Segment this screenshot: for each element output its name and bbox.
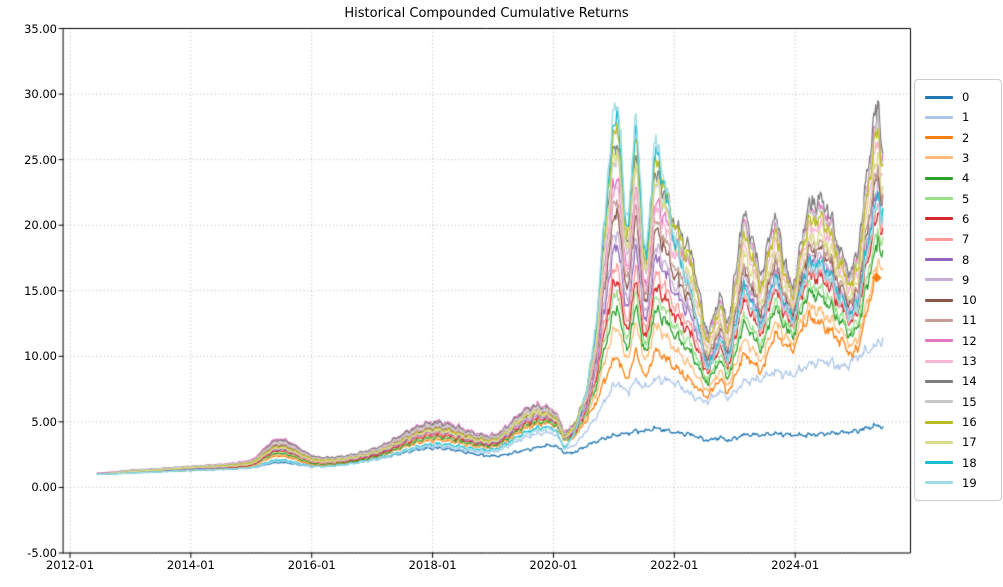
legend-label: 0 [962,90,970,104]
legend-label: 16 [962,415,977,429]
legend-item: 18 [925,453,993,473]
legend-label: 19 [962,475,977,490]
legend-item: 5 [925,189,993,209]
legend-label: 7 [962,232,970,247]
legend-line-sample [925,115,953,119]
legend: 0 1 2 3 4 5 6 7 8 9 10 11 12 13 14 15 16 17 18 19 [914,79,1002,501]
x-tick-label: 2020-01 [529,558,578,572]
legend-line-sample [925,298,953,302]
legend-line-sample [925,318,953,322]
legend-line-sample [925,481,953,485]
legend-item: 14 [925,371,993,391]
y-tick-label: 15.00 [24,283,57,298]
y-tick-label: 25.00 [24,152,57,167]
legend-line-sample [925,258,953,261]
legend-label: 18 [962,455,977,470]
legend-label: 12 [962,333,977,348]
legend-line-sample [925,440,953,444]
legend-line-sample [925,461,953,465]
legend-line-sample [925,95,953,99]
legend-line-sample [925,359,953,363]
legend-line-sample [925,278,953,282]
legend-line-sample [925,379,953,383]
x-tick-label: 2018-01 [408,558,457,572]
y-tick-label: 10.00 [24,349,57,364]
legend-item: 2 [925,128,993,148]
legend-label: 11 [962,313,977,328]
legend-item: 9 [925,270,993,290]
legend-item: 10 [925,290,993,310]
x-tick-label: 2012-01 [45,558,95,572]
legend-label: 10 [962,293,977,308]
legend-item: 0 [925,87,993,107]
x-tick-label: 2014-01 [166,558,215,572]
legend-line-sample [925,136,953,140]
legend-line-sample [925,339,953,343]
legend-label: 4 [962,171,970,186]
legend-label: 17 [962,435,977,450]
y-tick-label: -5.00 [27,546,57,560]
legend-label: 8 [962,252,970,267]
y-tick-label: 20.00 [24,218,57,233]
legend-label: 2 [962,130,970,145]
legend-item: 13 [925,351,993,371]
y-tick-label: 35.00 [24,21,57,36]
legend-label: 6 [962,211,970,226]
legend-item: 17 [925,432,993,452]
legend-label: 5 [962,191,970,206]
legend-item: 15 [925,392,993,412]
legend-label: 9 [962,272,970,287]
legend-item: 4 [925,168,993,188]
legend-label: 1 [962,110,970,125]
legend-line-sample [925,237,953,241]
legend-label: 14 [962,374,977,389]
legend-item: 12 [925,331,993,351]
legend-label: 13 [962,354,977,369]
legend-label: 3 [962,150,970,165]
legend-item: 8 [925,250,993,270]
legend-line-sample [925,197,953,201]
legend-line-sample [925,400,953,404]
y-tick-label: 5.00 [31,414,57,429]
legend-line-sample [925,176,953,180]
legend-item: 3 [925,148,993,168]
x-tick-label: 2024-01 [771,558,820,572]
legend-item: 6 [925,209,993,229]
legend-item: 16 [925,412,993,432]
legend-line-sample [925,217,953,221]
legend-item: 7 [925,229,993,249]
legend-line-sample [925,420,953,424]
x-tick-label: 2022-01 [650,558,699,572]
x-tick-label: 2016-01 [287,558,336,572]
legend-item: 1 [925,107,993,127]
y-tick-label: 0.00 [31,480,57,495]
y-tick-label: 30.00 [24,87,57,102]
legend-label: 15 [962,394,977,409]
legend-line-sample [925,156,953,160]
legend-item: 11 [925,310,993,330]
legend-item: 19 [925,473,993,493]
